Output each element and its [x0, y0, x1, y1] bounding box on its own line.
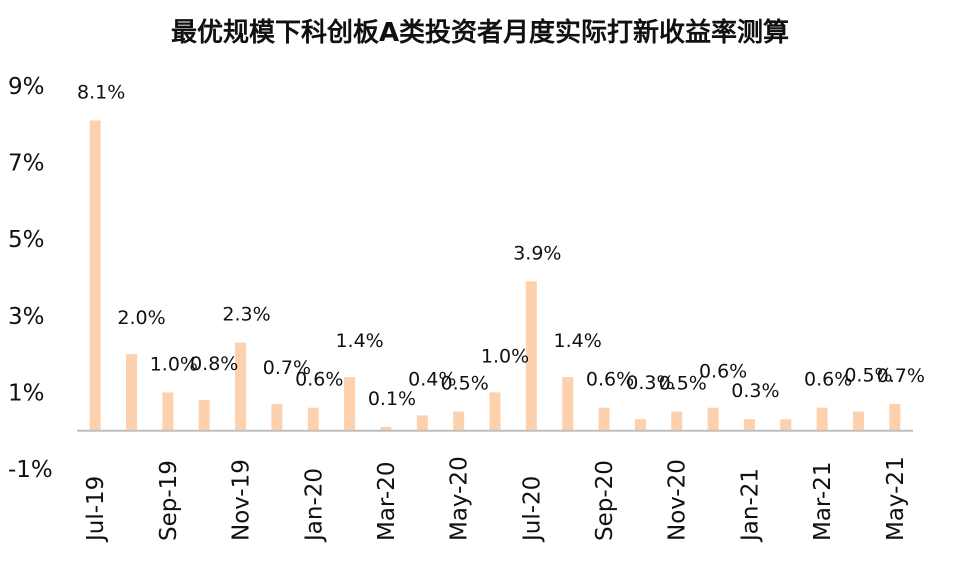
data-label: 1.0% [150, 353, 198, 375]
x-tick-label: Jul-20 [519, 476, 545, 543]
bar [816, 407, 828, 431]
x-tick-label: Nov-20 [665, 459, 691, 541]
bar [453, 411, 465, 431]
bar [889, 403, 901, 431]
y-tick-label: 9% [8, 74, 45, 100]
x-tick-label: Mar-20 [374, 462, 400, 542]
bar [525, 281, 537, 431]
data-label: 8.1% [77, 81, 125, 103]
bar [489, 392, 501, 431]
data-label: 0.6% [295, 369, 343, 391]
bar [126, 354, 138, 431]
x-tick-label: Jan-20 [301, 468, 327, 543]
x-tick-label: Mar-21 [810, 462, 836, 542]
bar [162, 392, 174, 431]
data-label: 0.6% [804, 369, 852, 391]
bar [743, 419, 755, 431]
data-label: 0.7% [263, 357, 311, 379]
x-tick-label: May-20 [447, 456, 473, 541]
bar [707, 407, 719, 431]
bar [307, 407, 319, 431]
bar [562, 377, 574, 431]
data-label: 0.7% [877, 365, 925, 387]
bar [271, 403, 283, 431]
y-tick-label: 3% [8, 304, 45, 330]
data-label: 2.0% [117, 307, 165, 329]
y-axis-ticks: 9% 7% 5% 3% 1% -1% [8, 74, 53, 483]
bar [344, 377, 356, 431]
data-label: 1.0% [481, 345, 529, 367]
y-tick-label: -1% [8, 457, 53, 483]
x-tick-label: Sep-20 [592, 460, 618, 541]
data-label: 0.3% [626, 372, 674, 394]
data-label: 0.5% [441, 373, 489, 395]
data-label: 0.8% [190, 353, 238, 375]
bar [416, 415, 428, 431]
x-tick-label: Jul-19 [83, 476, 109, 543]
x-tick-label: May-21 [883, 456, 909, 541]
bar [671, 411, 683, 431]
y-tick-label: 1% [8, 380, 45, 406]
data-labels: 8.1%2.0%1.0%0.8%2.3%0.7%0.6%1.4%0.1%0.4%… [77, 81, 925, 409]
bars [89, 120, 901, 431]
data-label: 1.4% [554, 330, 602, 352]
bar [780, 419, 792, 431]
data-label: 0.4% [408, 368, 456, 390]
y-tick-label: 5% [8, 227, 45, 253]
data-label: 0.6% [699, 361, 747, 383]
data-label: 0.3% [731, 380, 779, 402]
data-label: 0.5% [659, 373, 707, 395]
y-tick-label: 7% [8, 151, 45, 177]
data-label: 0.6% [586, 369, 634, 391]
bar [198, 400, 210, 431]
bar [235, 342, 247, 431]
bar [852, 411, 864, 431]
bar [380, 426, 392, 431]
data-label: 0.1% [368, 388, 416, 410]
data-label: 1.4% [335, 330, 383, 352]
bar [89, 120, 101, 431]
data-label: 0.5% [844, 365, 892, 387]
x-tick-label: Sep-19 [156, 460, 182, 541]
bar [598, 407, 610, 431]
x-tick-label: Nov-19 [229, 459, 255, 541]
chart-title: 最优规模下科创板A类投资者月度实际打新收益率测算 [170, 18, 790, 48]
data-label: 3.9% [513, 242, 561, 264]
x-tick-label: Jan-21 [737, 468, 763, 543]
x-axis-ticks: Jul-19 Sep-19 Nov-19 Jan-20 Mar-20 May-20 Jul-… [83, 456, 909, 543]
bar [634, 419, 646, 431]
data-label: 2.3% [222, 304, 270, 326]
